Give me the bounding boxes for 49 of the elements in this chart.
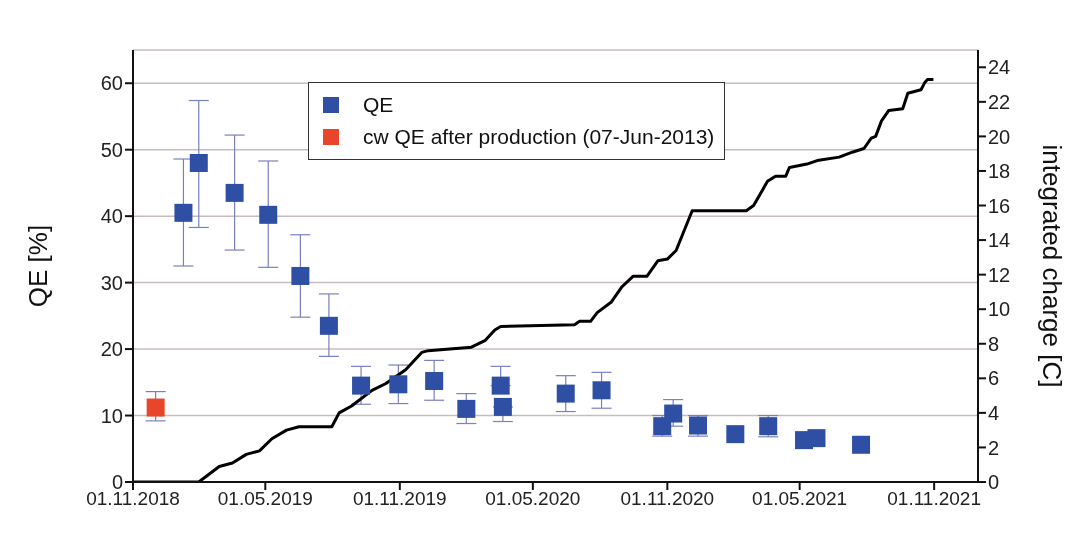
- point: [457, 399, 476, 418]
- point: [259, 205, 278, 224]
- y2-tick-label: 4: [988, 401, 1000, 424]
- y2-tick-label: 22: [988, 90, 1011, 113]
- point: [291, 266, 310, 285]
- y-tick-label: 50: [100, 138, 123, 161]
- y2-tick-label: 8: [988, 332, 1000, 355]
- y2-tick-label: 6: [988, 367, 1000, 390]
- y2-tick-label: 16: [988, 194, 1011, 217]
- legend-label: cw QE after production (07-Jun-2013): [363, 124, 715, 150]
- point: [225, 183, 244, 202]
- y2-tick-label: 20: [988, 125, 1011, 148]
- point: [352, 376, 371, 395]
- y-tick-label: 10: [100, 404, 123, 427]
- point: [664, 404, 683, 423]
- y-tick-label: 30: [100, 271, 123, 294]
- x-tick-label: 01.11.2020: [620, 488, 715, 510]
- point: [189, 153, 208, 172]
- x-tick-label: 01.11.2019: [352, 488, 447, 510]
- y-axis-title: QE [%]: [23, 224, 54, 308]
- y2-axis-title: integrated charge [C]: [1036, 144, 1067, 388]
- point: [726, 425, 745, 444]
- x-tick-label: 01.05.2019: [217, 488, 313, 510]
- x-tick-label: 01.11.2018: [86, 488, 180, 510]
- point: [425, 371, 444, 390]
- point: [493, 397, 512, 416]
- point: [807, 429, 826, 448]
- y-tick-label: 20: [100, 338, 123, 361]
- point: [556, 384, 575, 403]
- point: [491, 376, 510, 395]
- point: [146, 398, 165, 417]
- y-tick-label: 40: [100, 205, 123, 228]
- point: [174, 203, 193, 222]
- y2-tick-label: 24: [988, 56, 1011, 79]
- point: [852, 435, 871, 454]
- y-tick-label: 60: [100, 72, 123, 95]
- x-tick-label: 01.05.2020: [485, 488, 581, 510]
- y2-tick-label: 14: [988, 229, 1011, 252]
- x-tick-label: 01.11.2021: [887, 488, 981, 510]
- point: [592, 381, 611, 400]
- point: [389, 375, 408, 394]
- y2-tick-label: 0: [988, 471, 1000, 494]
- point: [319, 316, 338, 335]
- y2-tick-label: 10: [988, 298, 1011, 321]
- y2-tick-label: 12: [988, 263, 1011, 286]
- y2-tick-label: 2: [988, 436, 1000, 459]
- y2-tick-label: 18: [988, 160, 1011, 183]
- x-tick-label: 01.05.2021: [752, 488, 848, 510]
- legend-label: QE: [363, 92, 394, 118]
